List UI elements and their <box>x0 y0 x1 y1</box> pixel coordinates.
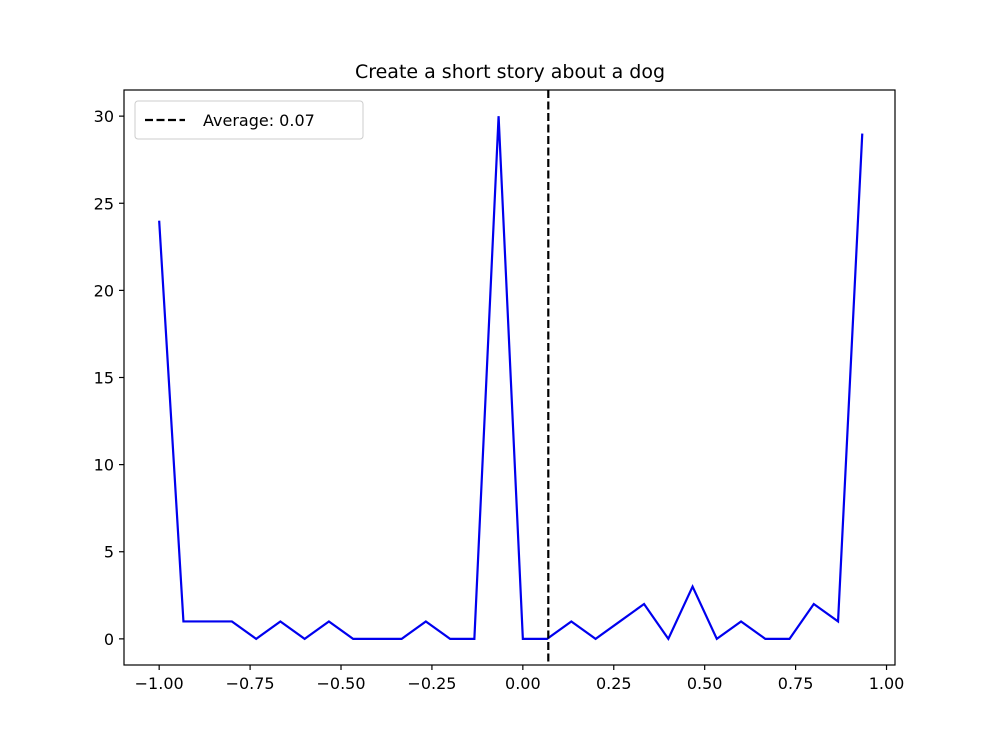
y-tick-label: 0 <box>104 630 114 649</box>
y-tick-label: 25 <box>94 194 114 213</box>
legend: Average: 0.07 <box>134 100 364 140</box>
legend-label: Average: 0.07 <box>203 111 315 130</box>
y-tick-label: 30 <box>94 107 114 126</box>
y-tick-label: 15 <box>94 369 114 388</box>
x-tick-label: 0.75 <box>778 674 814 693</box>
series-line-0 <box>158 116 864 642</box>
x-tick-label: −0.75 <box>226 674 275 693</box>
x-tick-label: −0.50 <box>316 674 365 693</box>
chart-title: Create a short story about a dog <box>355 61 665 83</box>
y-tick-label: 20 <box>94 281 114 300</box>
legend-box <box>134 100 364 140</box>
x-tick-label: −0.25 <box>407 674 456 693</box>
y-tick-label: 10 <box>94 456 114 475</box>
y-tick-label: 5 <box>104 543 114 562</box>
x-tick-label: 1.00 <box>869 674 905 693</box>
axes: −1.00 −0.75 −0.50 −0.25 0.00 0.25 0.50 0.75 1.00… <box>94 89 905 693</box>
x-tick-label: 0.25 <box>596 674 632 693</box>
x-tick-label: 0.00 <box>505 674 541 693</box>
x-tick-label: 0.50 <box>687 674 723 693</box>
x-tick-label: −1.00 <box>135 674 184 693</box>
plot-area <box>158 90 864 665</box>
